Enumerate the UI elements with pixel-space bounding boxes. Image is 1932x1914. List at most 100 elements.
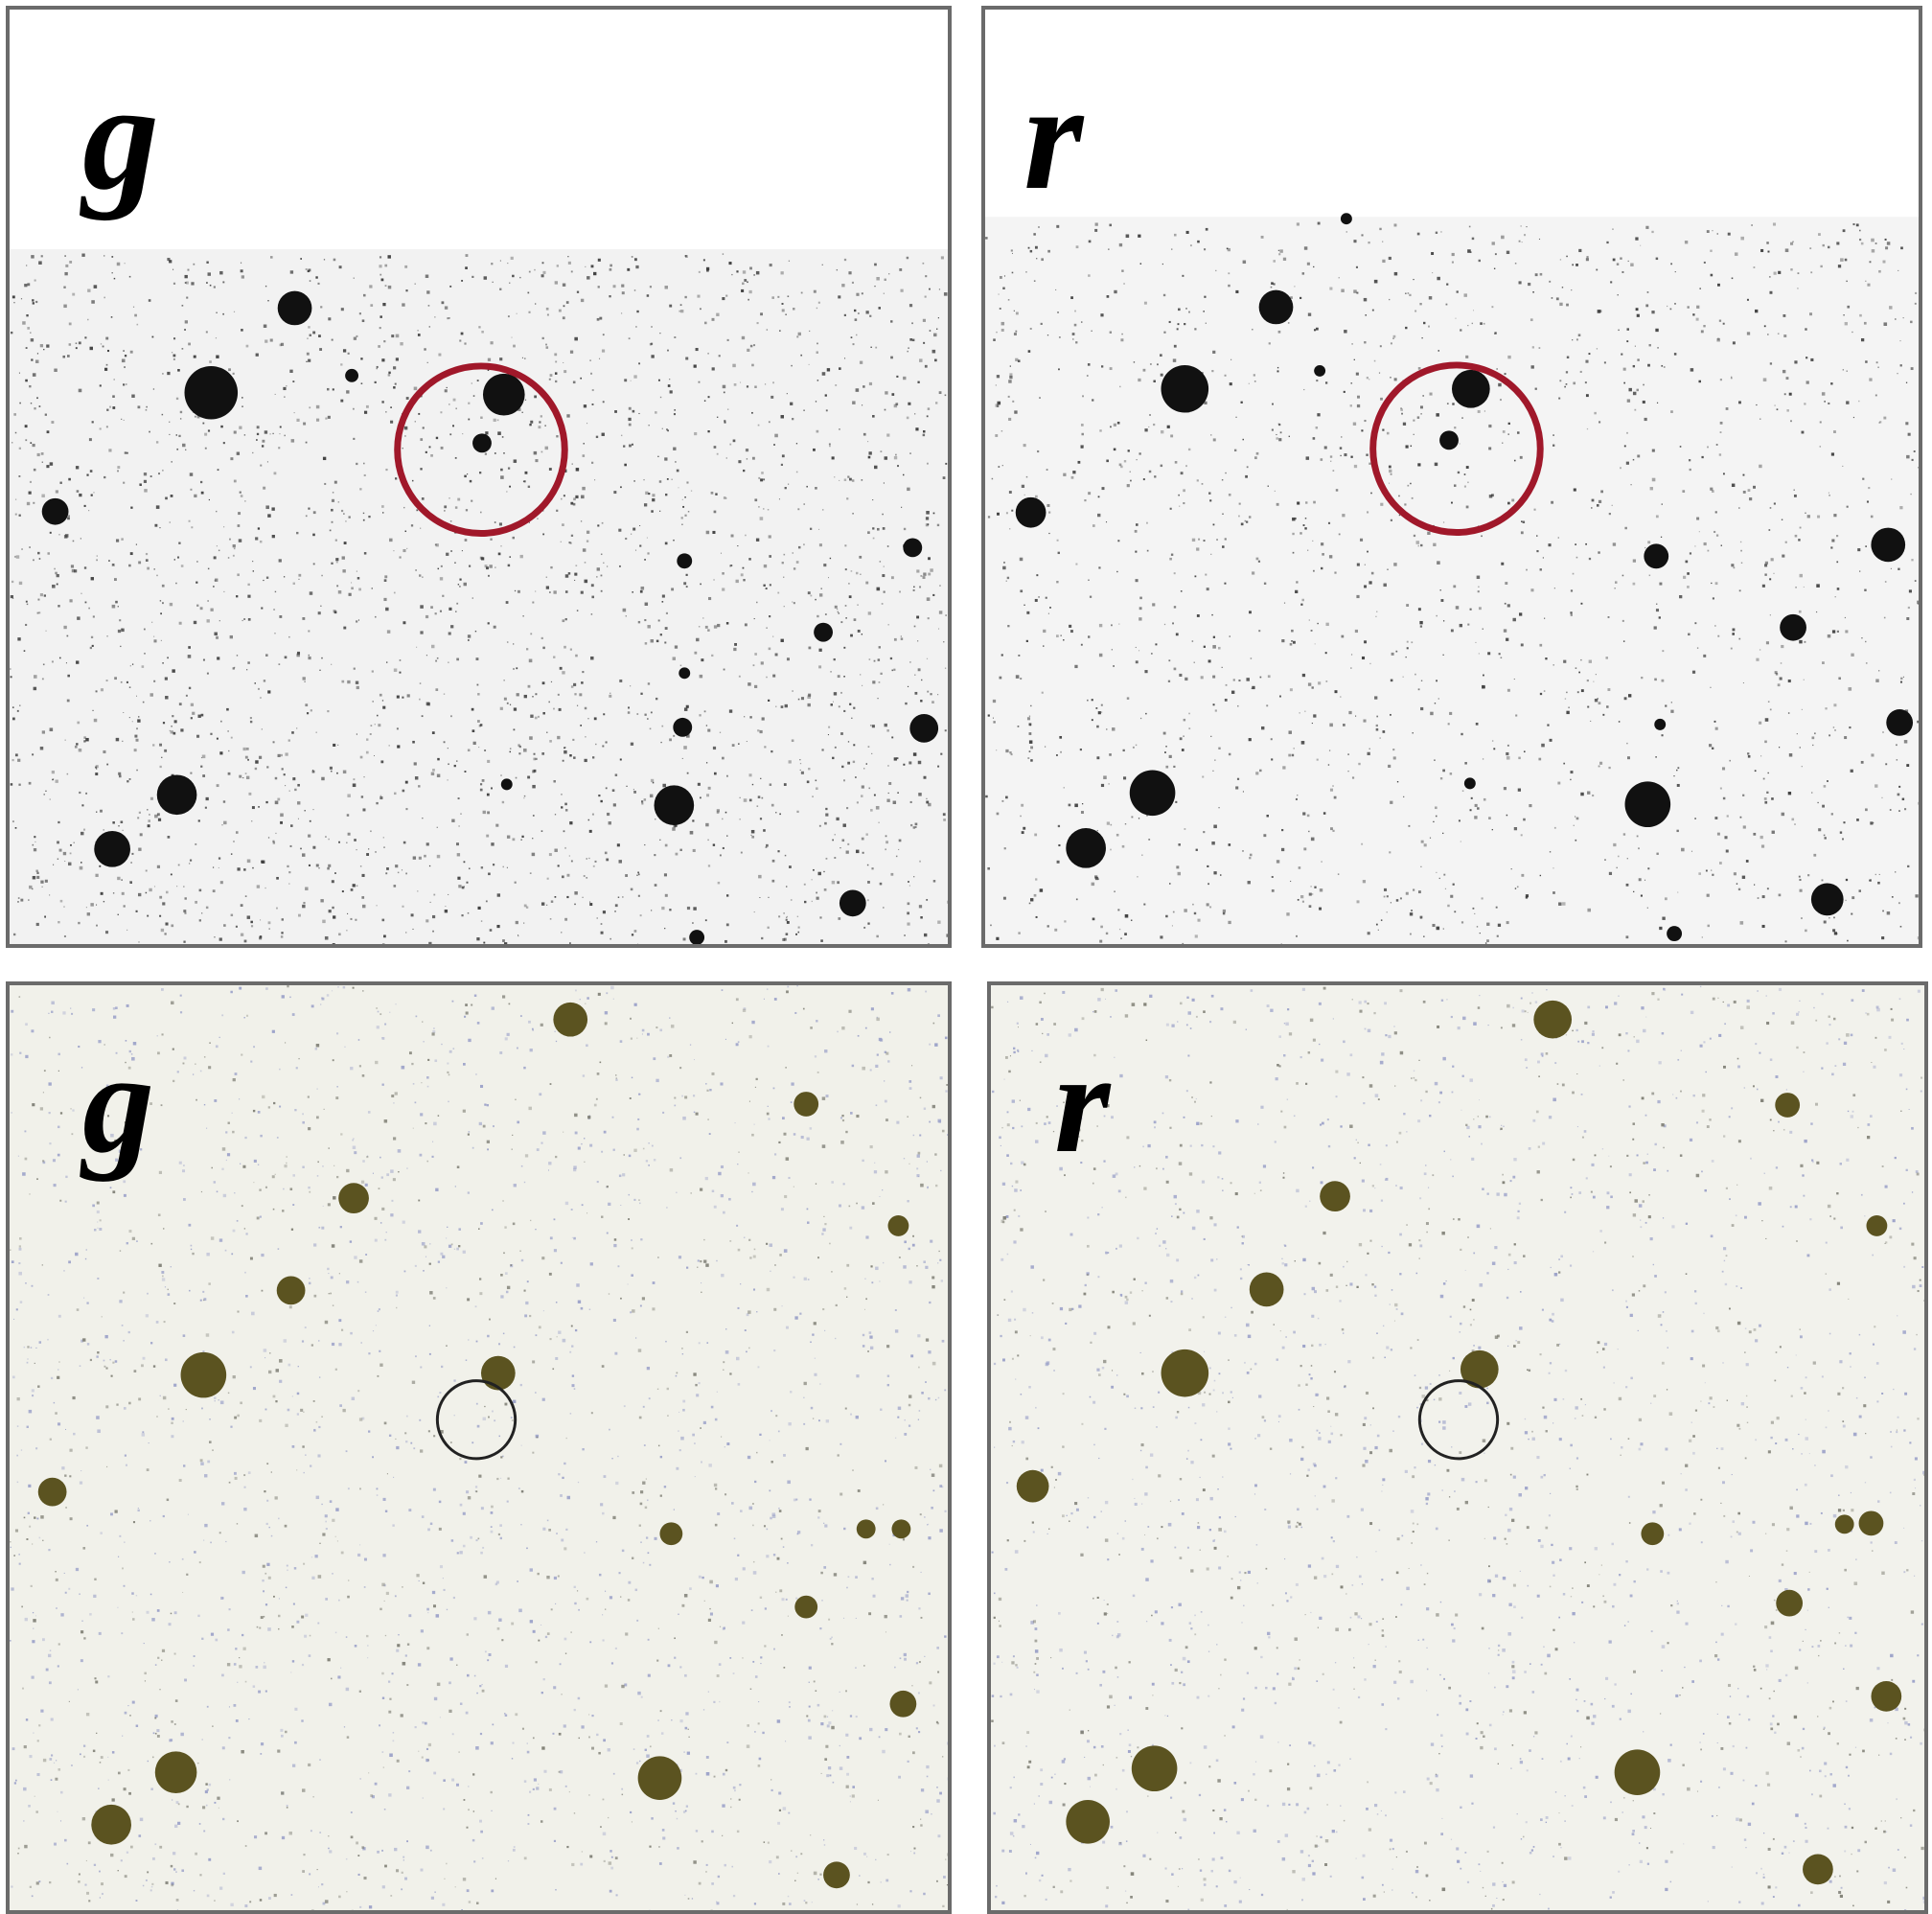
star [1439, 430, 1459, 450]
target-marker-circle [435, 1379, 518, 1461]
star [1131, 1745, 1178, 1792]
panel-bottom-right-r: r [987, 981, 1928, 1914]
star [156, 774, 197, 816]
star [637, 1756, 682, 1800]
star [91, 1804, 131, 1845]
star [94, 830, 130, 867]
star [1016, 1469, 1049, 1503]
noise-speckles-gray [991, 986, 1924, 1910]
noise-speckles [985, 221, 1919, 944]
star [659, 1522, 683, 1546]
star [500, 778, 513, 791]
star [1886, 709, 1914, 736]
star [472, 433, 492, 453]
star [689, 930, 705, 944]
star [1803, 1854, 1833, 1885]
star [553, 1002, 588, 1037]
star [856, 1519, 876, 1539]
star [184, 365, 239, 420]
star [1340, 213, 1352, 225]
noise-background [991, 985, 1924, 1910]
star [1066, 827, 1106, 868]
star [1015, 496, 1046, 528]
panel-top-left-g: g [6, 6, 952, 948]
star [794, 1595, 818, 1619]
star [1533, 1000, 1573, 1039]
stars [37, 1002, 917, 1889]
star [1129, 770, 1176, 817]
star [1258, 289, 1294, 325]
panel-top-right-r: r [981, 6, 1922, 948]
star [1871, 527, 1906, 563]
noise-speckles-gray [10, 985, 948, 1910]
star-field-image [985, 10, 1919, 944]
star [338, 1183, 369, 1214]
noise-speckles [10, 253, 948, 944]
star [276, 1276, 306, 1305]
star [1667, 926, 1683, 942]
star [1463, 777, 1476, 790]
stars [1016, 1000, 1902, 1885]
star [891, 1519, 911, 1539]
star [1320, 1181, 1350, 1212]
noise-speckles-blue [991, 985, 1924, 1910]
target-marker-circle [1369, 361, 1544, 536]
star [277, 290, 312, 326]
star [154, 1751, 197, 1794]
target-marker-circle [394, 362, 568, 537]
star [678, 667, 691, 680]
star [1834, 1514, 1854, 1534]
star [482, 373, 525, 416]
stars [1015, 213, 1914, 942]
star [889, 1690, 917, 1718]
band-label-r: r [1024, 51, 1084, 221]
blank-strip [10, 10, 948, 249]
star [1249, 1272, 1284, 1307]
star [677, 553, 693, 569]
star [903, 538, 923, 558]
star [823, 1861, 850, 1889]
star [794, 1092, 819, 1117]
noise-background [10, 248, 948, 944]
star-field-image [991, 985, 1924, 1910]
star-field-image [10, 10, 948, 944]
star [180, 1351, 227, 1398]
star-field-image [10, 985, 948, 1910]
star [654, 785, 695, 826]
star [1644, 543, 1669, 569]
star [1780, 613, 1806, 641]
star [1161, 1349, 1209, 1397]
star [909, 713, 939, 743]
noise-background [985, 217, 1919, 944]
star [41, 497, 69, 525]
noise-speckles-blue [10, 985, 948, 1910]
target-marker-circle [1417, 1379, 1500, 1461]
star [345, 368, 359, 382]
star [1624, 781, 1671, 828]
star [1641, 1522, 1665, 1546]
star [839, 889, 866, 917]
star [1066, 1799, 1110, 1844]
star [1314, 364, 1326, 377]
star [1452, 369, 1490, 408]
panel-bottom-left-g: g [6, 981, 952, 1914]
star [1810, 883, 1844, 916]
star [1460, 1349, 1499, 1389]
star [1775, 1093, 1801, 1118]
band-label-r: r [1054, 1024, 1111, 1183]
star [1776, 1589, 1804, 1617]
star [480, 1355, 516, 1391]
star [814, 622, 833, 642]
stars [41, 290, 939, 944]
star [1654, 718, 1667, 730]
star [1614, 1749, 1661, 1795]
band-label-g: g [82, 51, 159, 221]
star [1858, 1510, 1884, 1536]
star [1161, 364, 1209, 413]
star [887, 1215, 909, 1236]
star [673, 717, 693, 737]
star [1866, 1215, 1888, 1236]
band-label-g: g [82, 1024, 154, 1183]
star [37, 1477, 67, 1507]
blank-strip [985, 10, 1919, 218]
